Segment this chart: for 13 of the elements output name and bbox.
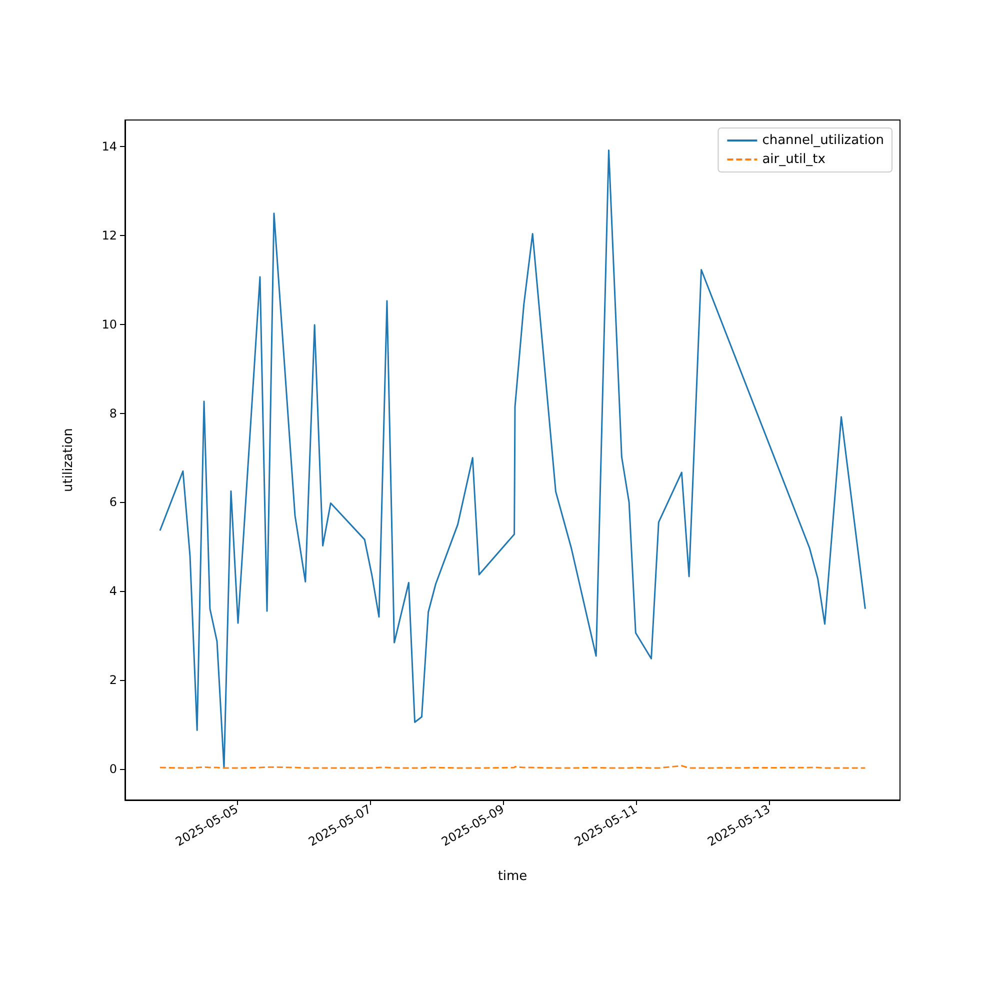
y-tick-label: 2 <box>109 673 117 687</box>
y-tick-label: 12 <box>102 228 117 243</box>
x-axis-title: time <box>498 869 528 884</box>
legend-label: air_util_tx <box>762 152 826 167</box>
legend-label: channel_utilization <box>762 133 884 148</box>
y-tick-label: 6 <box>109 495 117 510</box>
y-tick-label: 8 <box>109 406 117 420</box>
y-tick-label: 4 <box>109 584 117 598</box>
y-axis-title: utilization <box>61 428 76 492</box>
y-tick-label: 10 <box>102 317 117 332</box>
y-tick-label: 0 <box>109 762 117 776</box>
line-series <box>159 149 866 769</box>
y-tick-label: 14 <box>102 140 117 154</box>
